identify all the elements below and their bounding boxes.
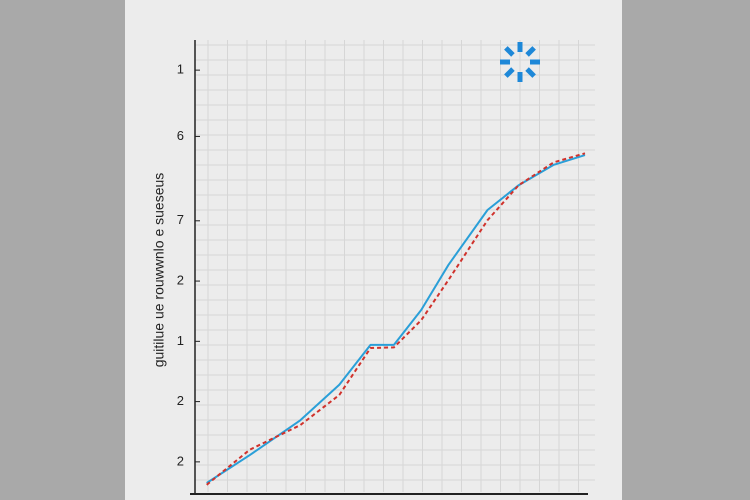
data-line: [206, 154, 586, 484]
y-tick-label: 2: [177, 273, 184, 288]
y-tick-label: 1: [177, 62, 184, 77]
y-tick-label: 7: [177, 212, 184, 227]
spinner-icon: [500, 42, 540, 82]
y-tick-label: 2: [177, 453, 184, 468]
y-tick-label: 6: [177, 128, 184, 143]
y-axis-label: guitilue ue rouwwnlo e sueseus: [151, 173, 167, 368]
y-tick-label: 1: [177, 333, 184, 348]
y-tick-label: 2: [177, 393, 184, 408]
grid: [195, 40, 595, 492]
data-line: [206, 152, 586, 486]
